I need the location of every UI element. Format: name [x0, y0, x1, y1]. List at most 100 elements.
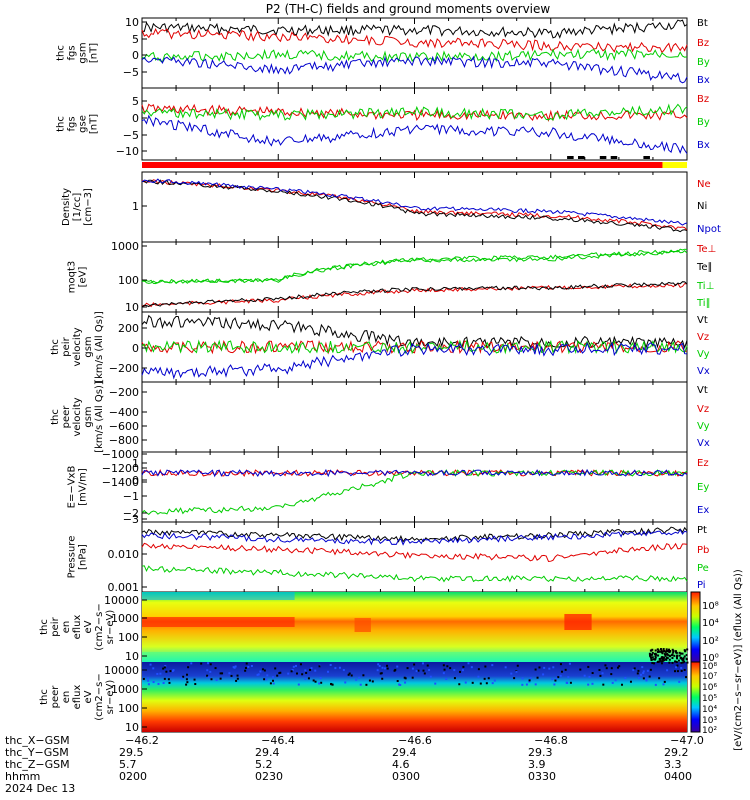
peer-speckle	[185, 678, 188, 681]
peer-speckle	[591, 682, 594, 685]
peer-speckle	[567, 676, 570, 679]
peer-speckle	[244, 669, 247, 672]
x-row-label: thc_Y−GSM	[5, 746, 69, 759]
peer-speckle	[159, 672, 162, 675]
peer-speckle	[666, 669, 669, 672]
peir-speckle	[658, 650, 661, 653]
peer-speckle	[610, 667, 613, 670]
peer-speckle	[376, 669, 379, 672]
y-tick-label: 10	[125, 16, 139, 29]
legend-entry: Bx	[697, 75, 710, 86]
mode-bar-mark	[578, 156, 585, 159]
peer-speckle	[228, 672, 231, 675]
peer-speckle	[296, 672, 299, 675]
y-tick-label: 1000	[111, 240, 139, 253]
peer-speckle	[542, 673, 545, 676]
peer-speckle	[642, 671, 645, 674]
peir-speckle	[686, 648, 689, 651]
series-line	[141, 281, 688, 308]
legend-entry: Vt	[697, 385, 708, 396]
peir-speckle	[676, 657, 679, 660]
legend-entry: Pb	[697, 545, 709, 556]
peer-speckle	[247, 665, 250, 668]
peer-speckle	[510, 672, 513, 675]
peer-speckle	[347, 673, 350, 676]
x-row-value: −46.8	[534, 734, 568, 747]
peer-speckle	[566, 681, 569, 684]
peer-speckle	[319, 677, 322, 680]
series-line	[141, 19, 688, 39]
peer-speckle	[548, 667, 551, 670]
peir-speckle	[656, 648, 659, 651]
legend-entry: Vz	[697, 332, 709, 343]
peir-speckle	[668, 648, 671, 651]
colorbar-tick: 10⁴	[702, 618, 719, 629]
peer-speckle	[256, 673, 259, 676]
peer-speckle	[309, 668, 312, 671]
series-line	[141, 103, 688, 121]
peer-speckle	[165, 670, 168, 673]
peir-speckle	[685, 654, 688, 657]
peer-speckle	[587, 665, 590, 668]
peer-speckle	[493, 679, 496, 682]
peer-speckle	[516, 664, 519, 667]
peir-speckle	[675, 651, 678, 654]
y-axis-label: [nT]	[89, 43, 100, 63]
peir-speckle	[668, 661, 671, 664]
peer-speckle	[381, 666, 384, 669]
series-line	[141, 114, 688, 154]
spectrogram-layer	[142, 592, 689, 732]
peer-speckle	[579, 668, 582, 671]
peir-patch	[142, 617, 295, 627]
peer-speckle	[206, 674, 209, 677]
peir-speckle	[662, 656, 665, 659]
y-tick-label: 100	[118, 274, 139, 287]
peer-speckle	[417, 669, 420, 672]
peer-speckle	[443, 668, 446, 671]
y-axis-label: E=−VxB	[67, 466, 78, 509]
y-tick-label: −1400	[102, 476, 139, 489]
y-axis-label: thc	[39, 619, 50, 635]
peer-speckle	[534, 668, 537, 671]
peer-speckle	[421, 662, 424, 665]
y-tick-label: 0	[132, 474, 139, 487]
y-tick-label: 5	[132, 33, 139, 46]
peer-speckle	[330, 682, 333, 685]
peer-speckle	[219, 672, 222, 675]
peer-speckle	[334, 667, 337, 670]
y-tick-label: 10	[125, 721, 139, 734]
peer-speckle	[377, 663, 380, 666]
peer-speckle	[187, 666, 190, 669]
peer-speckle	[587, 683, 590, 686]
peer-speckle	[162, 667, 165, 670]
peer-speckle	[445, 677, 448, 680]
peer-speckle	[660, 662, 663, 665]
peir-speckle	[683, 655, 686, 658]
x-row-value: 5.2	[255, 758, 273, 771]
peer-speckle	[147, 683, 150, 686]
y-axis-label: [mV/m]	[78, 468, 89, 506]
y-tick-label: 10	[125, 301, 139, 314]
peir-speckle	[665, 648, 668, 651]
x-row-value: 29.5	[119, 746, 144, 759]
peer-speckle	[642, 670, 645, 673]
colorbar-tick: 10⁴	[702, 705, 717, 715]
y-axis-label: [1/cc]	[72, 193, 83, 222]
peer-speckle	[614, 679, 617, 682]
y-axis-label: sr−eV)	[105, 610, 116, 645]
peer-speckle	[536, 676, 539, 679]
peer-speckle	[464, 681, 467, 684]
peir-speckle	[654, 652, 657, 655]
peer-speckle	[471, 681, 474, 684]
y-tick-label: 0.010	[108, 548, 140, 561]
y-axis-label: en	[61, 621, 72, 634]
peir-speckle	[650, 656, 653, 659]
peer-speckle	[348, 672, 351, 675]
mode-bar-yellow	[662, 162, 687, 168]
peir-speckle	[651, 648, 654, 651]
peer-speckle	[404, 677, 407, 680]
legend-entry: Te∥	[696, 262, 713, 273]
peer-speckle	[297, 683, 300, 686]
peer-speckle	[534, 683, 537, 686]
y-axis-label: [km/s (All Qs)]	[94, 311, 105, 383]
